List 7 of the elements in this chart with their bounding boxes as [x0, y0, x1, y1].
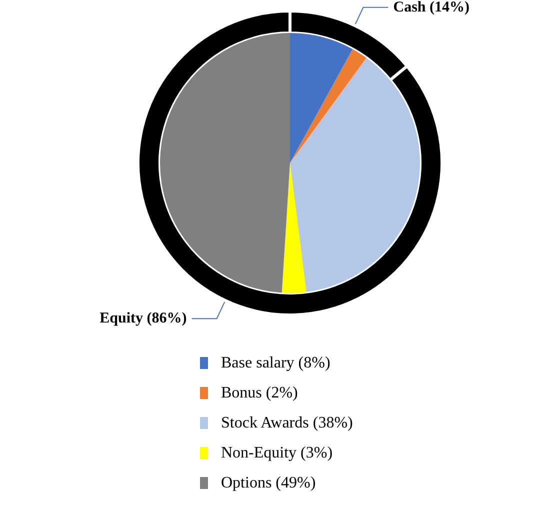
legend-label: Base salary (8%): [221, 354, 330, 372]
slice-label: Cash (14%): [393, 0, 470, 16]
legend-label: Non-Equity (3%): [221, 444, 333, 462]
legend-label: Bonus (2%): [221, 384, 298, 402]
legend-label: Stock Awards (38%): [221, 414, 353, 432]
legend-label: Options (49%): [221, 474, 316, 492]
slice-label: Equity (86%): [100, 310, 187, 327]
